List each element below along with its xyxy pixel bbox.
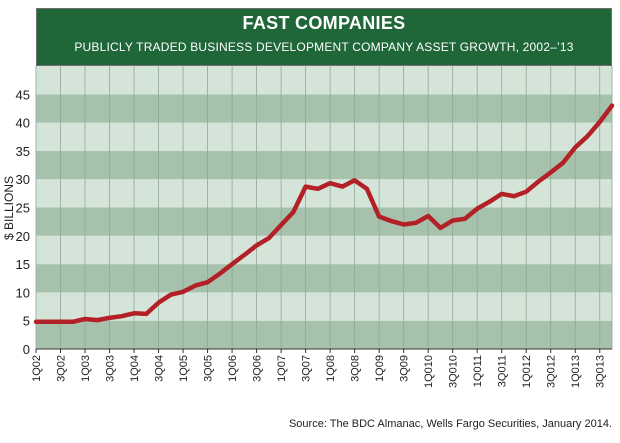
x-tick-label: 1Q012 bbox=[521, 355, 533, 388]
x-tick-label: 3Q06 bbox=[252, 355, 264, 382]
background-bands bbox=[35, 66, 613, 350]
y-tick-label: 20 bbox=[16, 229, 30, 244]
x-tick-label: 3Q010 bbox=[448, 355, 460, 388]
background-band bbox=[36, 320, 612, 349]
y-tick-label: 0 bbox=[23, 342, 30, 357]
x-tick-label: 3Q012 bbox=[546, 355, 558, 388]
series-line bbox=[33, 103, 615, 325]
x-tick-label: 1Q013 bbox=[570, 355, 582, 388]
x-tick-label: 3Q08 bbox=[350, 355, 362, 382]
x-tick-label: 3Q03 bbox=[105, 355, 117, 382]
x-tick-label: 1Q05 bbox=[178, 355, 190, 382]
background-band bbox=[36, 264, 612, 293]
x-tick-label: 1Q08 bbox=[325, 355, 337, 382]
background-band bbox=[36, 66, 612, 95]
y-tick-label: 5 bbox=[23, 314, 30, 329]
x-tick-label: 1Q06 bbox=[227, 355, 239, 382]
y-tick-label: 40 bbox=[16, 116, 30, 131]
series-layer bbox=[33, 103, 615, 325]
x-tick-label: 1Q07 bbox=[276, 355, 288, 382]
background-band bbox=[36, 150, 612, 180]
x-tick-label: 3Q07 bbox=[301, 355, 313, 382]
x-tick-label: 1Q04 bbox=[129, 355, 141, 382]
x-tick-label: 3Q05 bbox=[203, 355, 215, 382]
y-tick-label: 45 bbox=[16, 87, 30, 102]
x-tick-label: 3Q09 bbox=[399, 355, 411, 382]
background-band bbox=[36, 94, 612, 123]
x-tick-label: 1Q010 bbox=[423, 355, 435, 388]
x-tick-label: 1Q011 bbox=[472, 355, 484, 387]
y-axis-ticks: 0 5 10 15 20 25 30 35 40 45 bbox=[16, 87, 30, 357]
chart-subtitle: PUBLICLY TRADED BUSINESS DEVELOPMENT COM… bbox=[74, 40, 574, 54]
x-tick-label: 3Q013 bbox=[595, 355, 607, 388]
chart-title: FAST COMPANIES bbox=[242, 13, 406, 33]
x-axis-ticks: 1Q02 3Q02 1Q03 3Q03 1Q04 3Q04 1Q05 3Q05 1Q06 3Q06… bbox=[31, 349, 607, 388]
y-tick-label: 30 bbox=[16, 172, 30, 187]
x-tick-label: 3Q02 bbox=[56, 355, 68, 382]
chart-header: FAST COMPANIES PUBLICLY TRADED BUSINESS … bbox=[36, 8, 612, 66]
x-tick-label: 3Q011 bbox=[497, 355, 509, 387]
y-axis-label: $ BILLIONS bbox=[2, 176, 16, 240]
x-tick-label: 1Q03 bbox=[80, 355, 92, 382]
y-tick-label: 35 bbox=[16, 144, 30, 159]
x-tick-label: 1Q02 bbox=[31, 355, 43, 382]
background-band bbox=[36, 122, 612, 151]
background-band bbox=[36, 235, 612, 265]
background-band bbox=[36, 207, 612, 236]
source-note: Source: The BDC Almanac, Wells Fargo Sec… bbox=[288, 418, 612, 430]
x-tick-label: 3Q04 bbox=[154, 355, 166, 382]
y-tick-label: 25 bbox=[16, 201, 30, 216]
y-tick-label: 15 bbox=[16, 257, 30, 272]
x-tick-label: 1Q09 bbox=[374, 355, 386, 382]
y-tick-label: 10 bbox=[16, 285, 30, 300]
